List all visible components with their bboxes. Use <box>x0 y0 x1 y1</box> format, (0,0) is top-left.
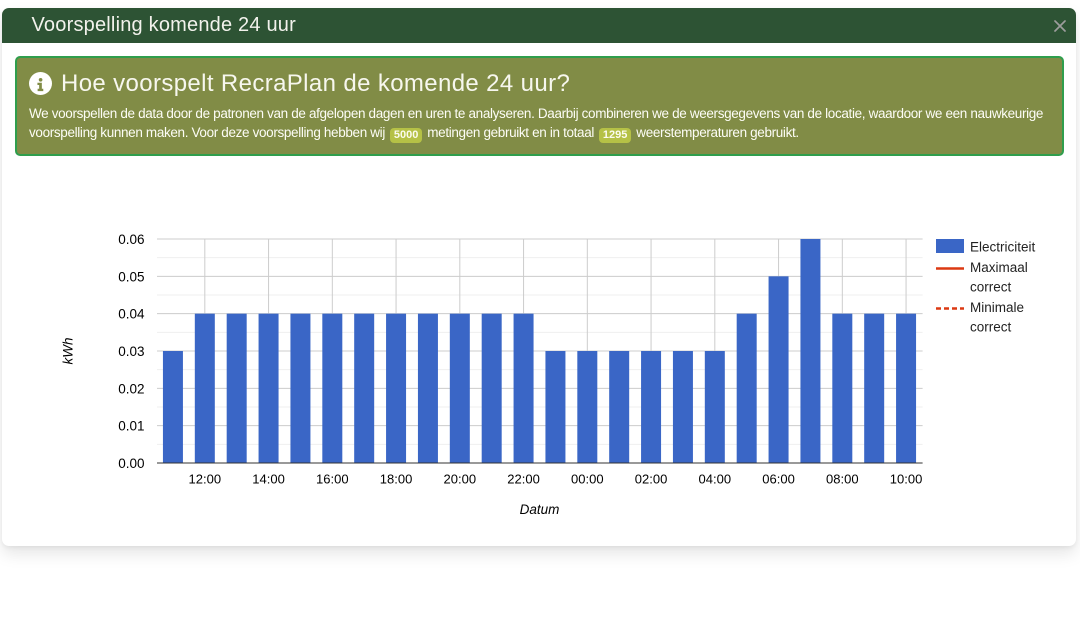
svg-text:correct: correct <box>970 280 1012 295</box>
svg-text:correct: correct <box>970 320 1012 335</box>
svg-text:08:00: 08:00 <box>826 471 859 486</box>
svg-text:16:00: 16:00 <box>316 471 349 486</box>
svg-text:Minimale: Minimale <box>970 300 1024 315</box>
svg-text:04:00: 04:00 <box>699 471 732 486</box>
svg-text:18:00: 18:00 <box>380 471 413 486</box>
svg-text:kWh: kWh <box>61 338 76 365</box>
svg-text:20:00: 20:00 <box>444 471 477 486</box>
svg-text:10:00: 10:00 <box>890 471 923 486</box>
svg-text:0.00: 0.00 <box>118 456 144 471</box>
svg-text:Electriciteit: Electriciteit <box>970 240 1036 255</box>
svg-text:Datum: Datum <box>520 502 560 517</box>
svg-text:06:00: 06:00 <box>762 471 795 486</box>
svg-text:14:00: 14:00 <box>252 471 285 486</box>
svg-text:0.03: 0.03 <box>118 344 144 359</box>
svg-text:22:00: 22:00 <box>507 471 540 486</box>
svg-text:00:00: 00:00 <box>571 471 604 486</box>
svg-text:12:00: 12:00 <box>189 471 222 486</box>
svg-text:0.05: 0.05 <box>118 269 144 284</box>
svg-text:0.04: 0.04 <box>118 307 145 322</box>
svg-text:Maximaal: Maximaal <box>970 260 1028 275</box>
svg-text:0.01: 0.01 <box>118 419 144 434</box>
svg-text:02:00: 02:00 <box>635 471 668 486</box>
svg-text:0.02: 0.02 <box>118 381 144 396</box>
svg-text:0.06: 0.06 <box>118 232 144 247</box>
